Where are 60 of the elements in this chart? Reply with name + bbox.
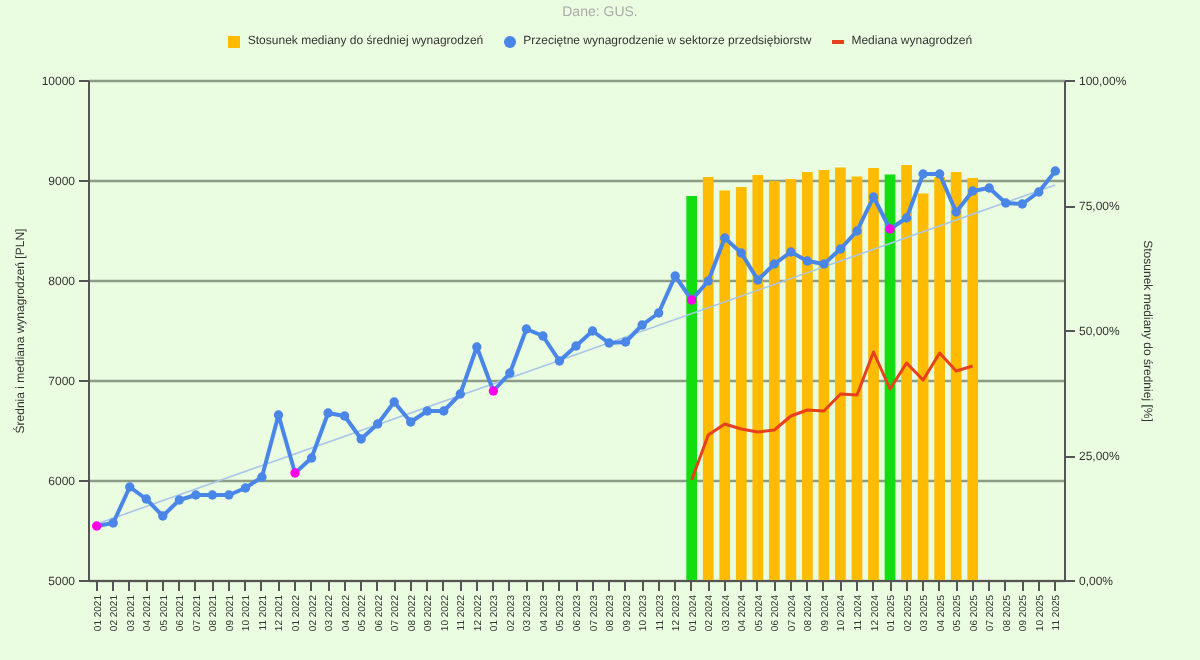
point [554,356,565,366]
point [934,169,945,179]
point [736,248,746,258]
point [918,169,928,179]
point [240,483,251,493]
point [786,247,796,257]
point [356,434,366,444]
point [653,308,664,318]
point [720,233,730,243]
point [290,468,300,478]
point [753,275,763,285]
point [158,511,168,521]
point [306,453,317,463]
point [273,410,284,420]
point [439,406,449,416]
point [521,324,532,334]
point [455,389,465,399]
point [951,207,961,217]
point [257,472,267,482]
point [224,490,234,500]
point [207,490,218,500]
point [141,494,151,504]
point [505,368,515,378]
point [802,256,813,266]
point [637,320,647,330]
point [835,244,846,254]
point [769,259,780,269]
point [620,337,631,347]
point [604,338,614,348]
point [389,397,399,407]
point [125,482,135,492]
point [1034,187,1044,197]
point [670,271,680,281]
point [852,226,862,236]
point [323,408,333,418]
point [984,183,994,193]
point [1017,199,1027,209]
point [819,259,829,269]
point [91,521,102,531]
point [108,518,118,528]
point [967,186,978,196]
line-series [690,350,975,482]
point [472,342,482,352]
point [372,419,383,429]
point [1001,198,1011,208]
point [587,326,598,336]
point [339,411,350,421]
point [191,490,201,500]
point [174,495,185,505]
point [422,406,432,416]
point [1050,166,1061,176]
point [488,386,499,396]
point [538,331,548,341]
point [868,192,879,202]
point [703,276,713,286]
point [885,224,895,234]
point [901,213,912,223]
point [571,341,581,351]
point [406,417,416,427]
point [687,295,697,305]
